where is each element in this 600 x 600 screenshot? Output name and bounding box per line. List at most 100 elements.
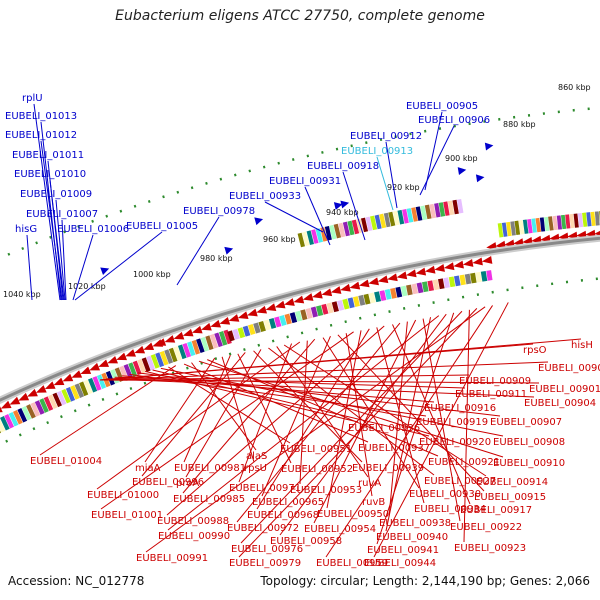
reverse-gene-arrow (125, 349, 136, 357)
feature-block-outer (420, 205, 428, 221)
feature-block-inner (119, 365, 129, 381)
reverse-gene-arrow (302, 293, 314, 301)
gene-label-bottom: EUBELI_00968 (247, 510, 319, 521)
tick-label: 920 kbp (387, 183, 420, 192)
gene-label-bottom: EUBELI_00919 (416, 417, 488, 428)
feature-block-inner (205, 335, 214, 351)
feature-block-outer (351, 219, 360, 235)
feature-block-inner (200, 336, 210, 352)
gene-leader-line (96, 341, 301, 490)
gene-label-bottom: EUBELI_00909 (459, 376, 531, 387)
gene-label-bottom: rpsU (244, 463, 267, 474)
feature-block-inner (56, 390, 67, 406)
gene-leader-line (299, 340, 308, 485)
feature-block-inner (17, 408, 28, 423)
feature-block-inner (470, 272, 477, 284)
gene-label-bottom: EUBELI_00950 (317, 509, 389, 520)
feature-block-inner (421, 281, 429, 293)
feature-block-outer (411, 207, 418, 222)
feature-block-inner (395, 286, 403, 298)
gene-label-top: EUBELI_01007 (26, 209, 98, 220)
feature-block-outer (315, 228, 323, 243)
forward-gene-arrow (100, 267, 110, 276)
gene-label-bottom: ruvB (362, 497, 385, 508)
gene-label-top: EUBELI_01005 (126, 221, 198, 232)
gene-label-bottom: EUBELI_00930 (409, 489, 481, 500)
feature-block-inner (79, 381, 89, 397)
feature-block-outer (456, 198, 464, 214)
feature-block-inner (137, 358, 147, 374)
gene-label-bottom: EUBELI_00936 (348, 423, 420, 434)
feature-block-inner (358, 294, 366, 306)
gene-leader-line (129, 373, 427, 417)
gene-leader-line (61, 219, 67, 301)
reverse-gene-arrow (396, 271, 408, 280)
tick-label: 1040 kbp (3, 290, 41, 299)
reverse-gene-arrow (210, 319, 221, 328)
feature-block-inner (459, 274, 466, 286)
reverse-gene-arrow (152, 339, 164, 347)
reverse-gene-arrow (358, 279, 370, 288)
feature-block-outer (333, 223, 342, 239)
gene-leader-line (322, 337, 420, 489)
reverse-gene-arrow (191, 325, 203, 334)
feature-block-outer (415, 206, 423, 221)
feature-block-inner (432, 279, 440, 291)
gene-label-top: rplU (22, 93, 43, 104)
reverse-gene-arrow (201, 322, 212, 331)
feature-block-outer (383, 212, 391, 228)
reverse-gene-arrow (44, 381, 56, 389)
gene-label-bottom: EUBELI_00910 (493, 458, 565, 469)
reverse-gene-arrow (368, 277, 379, 286)
genome-stats-text: Topology: circular; Length: 2,144,190 bp… (260, 574, 590, 588)
gene-label-bottom: EUBELI_00965 (252, 497, 324, 508)
gene-label-bottom: EUBELI_00921 (428, 457, 500, 468)
feature-block-inner (352, 296, 360, 307)
feature-block-inner (52, 392, 62, 408)
gene-label-top: EUBELI_00912 (350, 131, 422, 142)
feature-block-inner (510, 221, 516, 236)
reverse-gene-arrow (312, 290, 323, 299)
gene-label-bottom: EUBELI_00991 (136, 553, 208, 564)
gene-leader-line (304, 186, 331, 246)
feature-block-outer (392, 210, 400, 226)
gene-label-bottom: EUBELI_00979 (229, 558, 301, 569)
feature-block-inner (518, 220, 525, 235)
feature-block-inner (128, 362, 138, 377)
feature-block-inner (486, 270, 493, 281)
gene-label-top: EUBELI_00978 (183, 206, 255, 217)
feature-block-inner (242, 325, 251, 337)
feature-block-inner (87, 377, 98, 393)
gene-leader-line (74, 231, 163, 301)
feature-block-inner (326, 302, 334, 314)
feature-block-outer (320, 227, 328, 242)
feature-block-inner (427, 280, 435, 292)
gene-label-bottom: EUBELI_00920 (419, 437, 491, 448)
feature-block-inner (497, 223, 504, 238)
feature-block-inner (96, 374, 107, 389)
feature-block-inner (182, 342, 192, 358)
tick-label: 900 kbp (445, 154, 478, 163)
feature-block-inner (379, 290, 387, 301)
feature-block-inner (268, 317, 277, 329)
gene-label-bottom: EUBELI_00940 (376, 532, 448, 543)
feature-block-inner (437, 278, 445, 290)
feature-block-inner (247, 324, 256, 335)
feature-block-inner (191, 339, 201, 355)
gene-leader-line (376, 156, 394, 211)
reverse-gene-arrow (27, 388, 38, 397)
reverse-gene-arrow (18, 392, 30, 401)
gene-leader-line (236, 322, 401, 523)
gene-leader-line (72, 234, 94, 301)
feature-block-inner (552, 215, 559, 231)
feature-block-outer (429, 203, 437, 219)
gene-leader-line (160, 367, 504, 437)
reverse-gene-arrow (164, 335, 176, 343)
feature-block-inner (65, 386, 76, 402)
gene-leader-line (325, 305, 493, 558)
reverse-gene-arrow (321, 288, 333, 297)
forward-gene-arrow (333, 202, 343, 210)
feature-block-inner (164, 349, 174, 364)
feature-block-inner (475, 271, 482, 283)
map-title: Eubacterium eligens ATCC 27750, complete… (115, 8, 485, 24)
